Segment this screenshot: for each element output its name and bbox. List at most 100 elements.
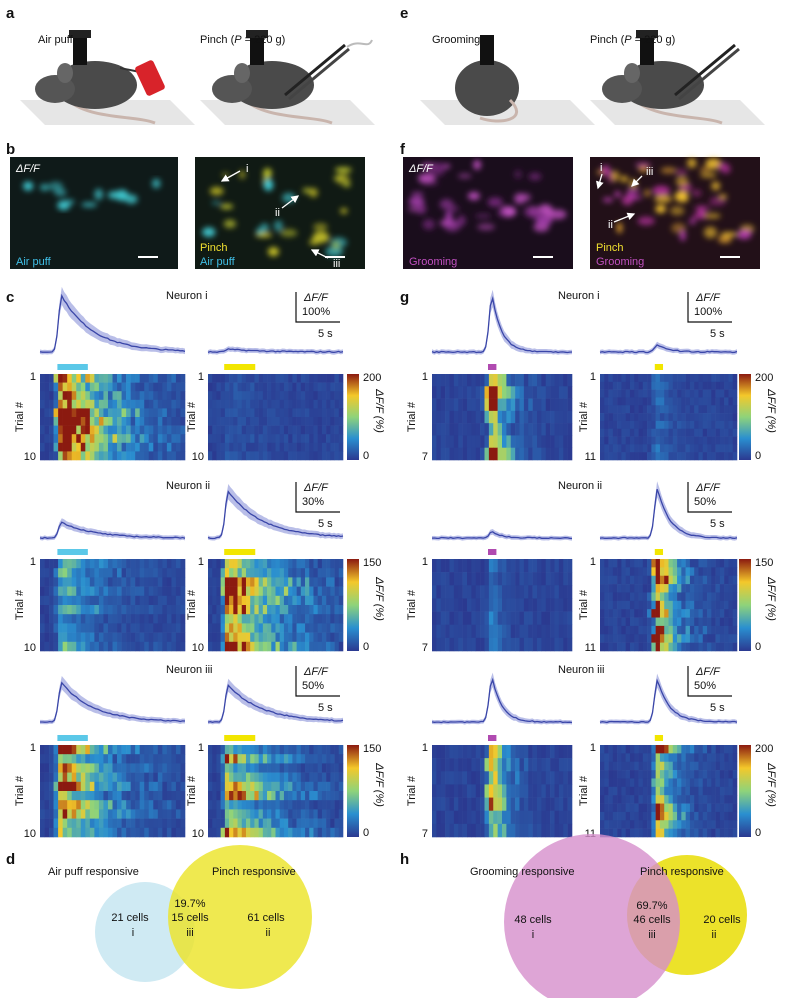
heatmap-cell — [629, 600, 635, 610]
heatmap-cell — [305, 434, 310, 444]
heatmap-cell — [655, 592, 661, 602]
heatmap-cell — [53, 586, 59, 597]
heatmap-cell — [71, 568, 77, 578]
cell — [704, 213, 721, 219]
arrow — [220, 170, 241, 182]
heatmap-cell — [338, 374, 344, 383]
text-label: 20 cells — [703, 914, 741, 926]
arrow — [310, 249, 329, 259]
heatmap-cell — [53, 763, 59, 773]
heatmap-cell — [98, 434, 104, 444]
heatmap-cell — [497, 423, 503, 436]
heatmap-cell — [279, 425, 285, 435]
heatmap-cell — [685, 770, 691, 779]
heatmap-cell — [638, 420, 644, 430]
heatmap-cell — [237, 632, 243, 643]
heatmap-cell — [98, 623, 104, 633]
heatmap-cell — [229, 791, 234, 801]
heatmap-cell — [283, 754, 289, 764]
heatmap-cell — [724, 761, 729, 771]
heatmap-cell — [600, 642, 605, 652]
heatmap-cell — [612, 617, 618, 627]
heatmap-cell — [685, 428, 691, 437]
heatmap-cell — [71, 595, 77, 606]
heatmap-cell — [296, 577, 302, 587]
heatmap-cell — [58, 391, 63, 401]
heatmap-cell — [629, 584, 635, 593]
heatmap-cell — [157, 451, 163, 461]
heatmap-cell — [139, 763, 145, 773]
heatmap-cell — [638, 642, 644, 652]
heatmap-cell — [532, 585, 538, 599]
heatmap-cell — [694, 770, 699, 779]
colorbar — [739, 374, 751, 460]
heatmap-cell — [532, 386, 538, 399]
heatmap-cell — [166, 772, 172, 783]
heatmap-cell — [76, 763, 82, 773]
heatmap-cell — [94, 595, 100, 606]
heatmap-cell — [510, 758, 516, 772]
heatmap-cell — [175, 614, 181, 624]
heatmap-cell — [462, 771, 468, 785]
heatmap-cell — [655, 642, 661, 652]
cell — [711, 181, 721, 191]
heatmap-cell — [212, 818, 217, 829]
heatmap-cell — [58, 417, 63, 426]
heatmap-cell — [103, 442, 109, 452]
heatmap-cell — [229, 632, 234, 643]
heatmap-cell — [634, 642, 639, 652]
heatmap-cell — [617, 778, 622, 788]
heatmap-cell — [715, 436, 721, 445]
heatmap-cell — [53, 614, 59, 624]
cell — [48, 181, 64, 192]
heatmap-cell — [724, 452, 729, 461]
heatmap-cell — [58, 451, 63, 461]
heatmap-cell — [317, 605, 323, 615]
heatmap-cell — [711, 452, 716, 461]
heatmap-cell — [558, 410, 564, 424]
heatmap-cell — [157, 586, 163, 597]
heatmap-cell — [664, 575, 669, 585]
heatmap-cell — [224, 374, 230, 383]
heatmap-cell — [638, 381, 644, 390]
heatmap-cell — [283, 374, 289, 383]
heatmap-cell — [608, 436, 614, 445]
heatmap-cell — [121, 754, 127, 764]
heatmap-cell — [497, 745, 503, 759]
heatmap-cell — [53, 595, 59, 606]
heatmap-cell — [220, 800, 226, 810]
cell — [439, 199, 454, 210]
heatmap-cell — [254, 595, 259, 606]
heatmap-cell — [436, 410, 442, 424]
heatmap-cell — [707, 778, 712, 788]
heatmap-cell — [563, 410, 568, 424]
heatmap-cell — [515, 559, 520, 573]
heatmap-cell — [334, 586, 340, 597]
cell — [107, 191, 121, 200]
heatmap-cell — [80, 577, 86, 587]
heatmap-cell — [157, 399, 163, 409]
heatmap-cell — [497, 823, 503, 838]
heatmap-cell — [121, 425, 127, 435]
heatmap-cell — [567, 572, 573, 586]
heatmap-cell — [612, 770, 618, 779]
heatmap-cell — [313, 809, 318, 819]
heatmap-cell — [475, 784, 481, 798]
heatmap-cell — [436, 423, 442, 436]
heatmap-cell — [515, 784, 520, 798]
heatmap-cell — [715, 592, 721, 602]
heatmap-cell — [267, 641, 272, 652]
heatmap-cell — [292, 425, 297, 435]
heatmap-cell — [180, 623, 186, 633]
heatmap-cell — [519, 797, 525, 812]
cell — [473, 159, 482, 170]
heatmap-cell — [229, 568, 234, 578]
heatmap-cell — [702, 609, 708, 618]
heatmap-cell — [502, 572, 507, 586]
heatmap-cell — [449, 784, 455, 798]
heatmap-cell — [625, 436, 631, 445]
heatmap-cell — [655, 381, 661, 390]
heatmap-cell — [103, 577, 109, 587]
heatmap-cell — [554, 797, 560, 812]
panel-label: f — [400, 141, 406, 158]
